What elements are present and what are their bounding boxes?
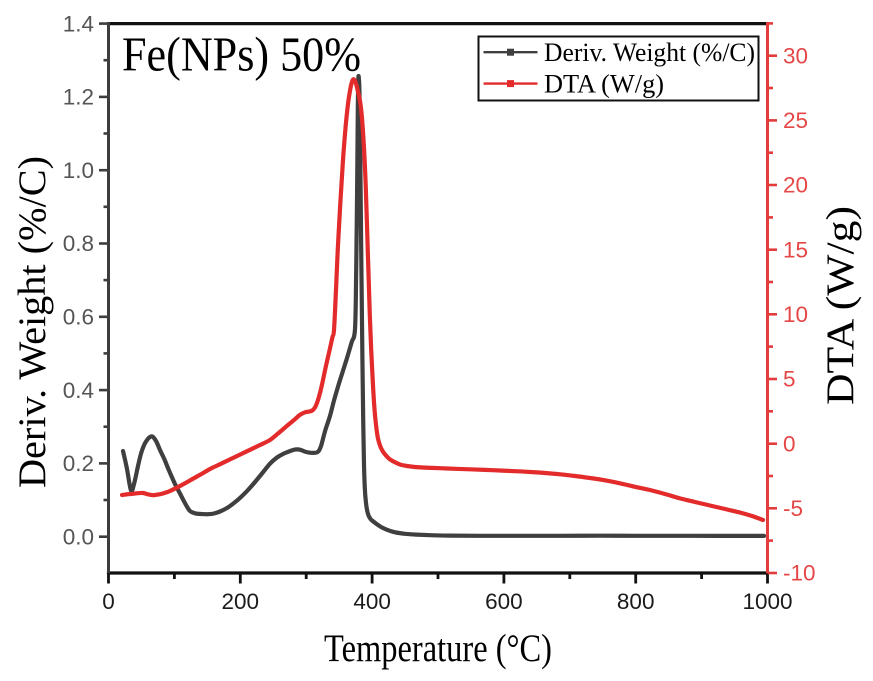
svg-text:0: 0: [102, 589, 115, 614]
svg-text:5: 5: [783, 367, 796, 392]
svg-text:0.6: 0.6: [63, 305, 94, 330]
svg-text:DTA (W/g): DTA (W/g): [544, 70, 664, 99]
svg-text:15: 15: [783, 237, 808, 262]
svg-text:-10: -10: [783, 561, 816, 586]
svg-text:0.0: 0.0: [63, 524, 94, 549]
svg-text:25: 25: [783, 108, 808, 133]
svg-text:Deriv. Weight (%/C): Deriv. Weight (%/C): [11, 156, 54, 488]
svg-text:400: 400: [353, 589, 391, 614]
svg-text:Temperature (°C): Temperature (°C): [324, 627, 552, 670]
svg-text:200: 200: [222, 589, 260, 614]
svg-text:1.4: 1.4: [63, 11, 94, 36]
svg-text:1000: 1000: [742, 589, 792, 614]
svg-text:-5: -5: [783, 496, 803, 521]
svg-text:1.0: 1.0: [63, 158, 94, 183]
svg-text:30: 30: [783, 43, 808, 68]
svg-text:Deriv. Weight (%/C): Deriv. Weight (%/C): [544, 38, 755, 67]
svg-text:Fe(NPs) 50%: Fe(NPs) 50%: [122, 27, 361, 82]
svg-text:0.8: 0.8: [63, 231, 94, 256]
svg-text:600: 600: [485, 589, 523, 614]
svg-text:0.4: 0.4: [63, 378, 94, 403]
svg-text:10: 10: [783, 302, 808, 327]
svg-text:20: 20: [783, 173, 808, 198]
svg-text:1.2: 1.2: [63, 85, 94, 110]
svg-text:DTA (W/g): DTA (W/g): [819, 206, 862, 405]
svg-text:800: 800: [617, 589, 655, 614]
svg-text:0: 0: [783, 431, 796, 456]
svg-text:0.2: 0.2: [63, 451, 94, 476]
